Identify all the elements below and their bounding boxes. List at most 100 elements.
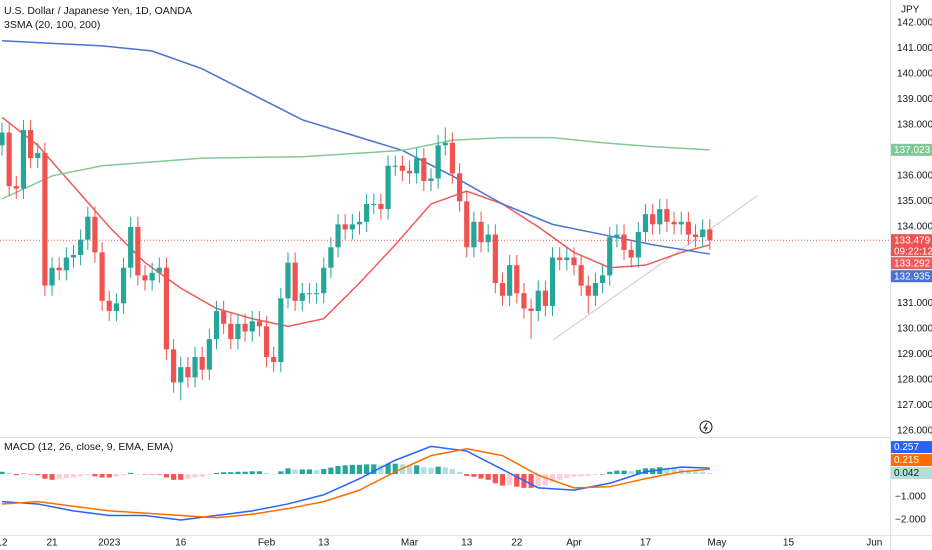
candle [192,346,198,388]
candle-body [85,216,91,240]
candle-body [707,229,713,241]
candle-body [28,130,34,159]
candle [28,119,34,169]
candle [578,254,584,296]
macd-histogram-bar [578,474,584,477]
candle [242,313,248,342]
candle [106,290,112,322]
line-series [1,447,710,519]
candle [507,254,513,306]
candle [435,135,441,189]
candle [557,247,563,271]
candle-body [449,142,456,174]
macd-histogram-bar [549,474,556,483]
candle [63,247,69,281]
candle [471,211,477,258]
candle-body [192,356,198,378]
candle-body [13,186,19,189]
candle [514,254,520,304]
candle [535,280,541,322]
macd-histogram-bar [435,466,441,475]
candle [99,242,105,312]
candle-body [564,257,570,261]
candle-body [156,267,162,273]
candle [642,203,649,243]
macd-histogram-bar [313,469,320,475]
macd-histogram-bar [571,474,577,477]
candle [56,257,62,281]
macd-histogram-bar [592,474,599,475]
macd-histogram-bar [106,474,112,478]
candle-body [349,224,355,230]
candle-body [170,349,177,383]
candle [306,283,313,304]
macd-histogram-bar [249,471,255,475]
y-tick-label: 138.000 [897,120,932,131]
candle-body [235,323,241,340]
alert-icon[interactable] [699,420,713,434]
candle [342,214,348,240]
macd-histogram-bar [113,474,119,477]
candle-body [306,293,313,295]
y-tick-label: 131.000 [897,298,932,309]
macd-histogram-bar [414,465,420,475]
candle-body [335,224,341,248]
macd-histogram-bar [56,474,62,480]
macd-histogram-bar [406,465,413,475]
macd-histogram-bar [535,474,541,487]
candle [692,224,699,248]
x-tick-label: 13 [461,538,473,549]
candle [349,214,355,240]
price-tag [891,441,932,454]
candle-body [42,152,48,286]
price-tag-label: 0.042 [894,468,919,479]
candle-body [199,356,205,370]
candle [6,122,12,197]
macd-histogram-bar [263,472,270,475]
trend-line[interactable] [552,195,758,341]
currency-label: JPY [901,5,920,16]
candle-body [228,323,234,340]
macd-histogram-bar [185,474,191,480]
macd-histogram-bar [692,471,699,475]
candle-body [20,130,27,189]
price-tag-label: 0.257 [894,442,919,453]
x-tick-label: 15 [783,538,795,549]
candle [485,224,491,253]
candle [249,311,255,342]
candle [263,316,270,368]
candle [321,257,327,304]
candle-body [592,283,599,296]
macd-histogram-bar [671,468,677,475]
candle-body [142,275,148,281]
macd-histogram-bar [135,474,141,475]
macd-histogram-bar [142,474,148,475]
candle [356,211,363,235]
chart-title: U.S. Dollar / Japanese Yen, 1D, OANDA [4,5,192,17]
candle-body [178,367,184,383]
candle [113,293,119,322]
candle-body [664,209,670,222]
x-tick-label: 13 [318,538,330,549]
candle-body [364,203,370,222]
x-tick-label: Jun [866,538,882,549]
macd-histogram-bar [228,472,234,475]
macd-histogram-bar [349,464,355,475]
macd-histogram-bar [707,473,713,475]
macd-histogram-bar [92,474,98,477]
candle-body [242,323,248,332]
macd-histogram-bar [385,463,391,475]
x-tick-label: May [708,538,727,549]
candle-body [263,326,270,357]
macd-histogram-bar [557,474,563,480]
y-tick-label: −1.000 [895,492,926,503]
macd-histogram-bar [256,471,262,475]
macd-histogram-bar [213,472,220,475]
macd-histogram-bar [28,474,34,475]
macd-histogram-bar [464,474,470,476]
candle-body [128,226,134,268]
candle [364,193,370,233]
price-tag [891,257,932,270]
candle [78,229,84,266]
y-tick-label: 128.000 [897,375,932,386]
